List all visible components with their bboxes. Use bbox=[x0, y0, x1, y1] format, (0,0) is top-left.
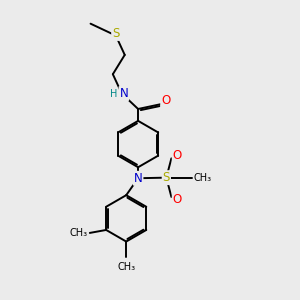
Text: O: O bbox=[173, 193, 182, 206]
Text: S: S bbox=[163, 171, 170, 184]
Text: CH₃: CH₃ bbox=[117, 262, 135, 272]
Text: O: O bbox=[161, 94, 170, 107]
Text: O: O bbox=[173, 149, 182, 162]
Text: CH₃: CH₃ bbox=[69, 228, 88, 238]
Text: N: N bbox=[134, 172, 142, 185]
Text: N: N bbox=[119, 87, 128, 100]
Text: S: S bbox=[112, 27, 119, 40]
Text: H: H bbox=[110, 88, 117, 98]
Text: CH₃: CH₃ bbox=[194, 172, 212, 183]
